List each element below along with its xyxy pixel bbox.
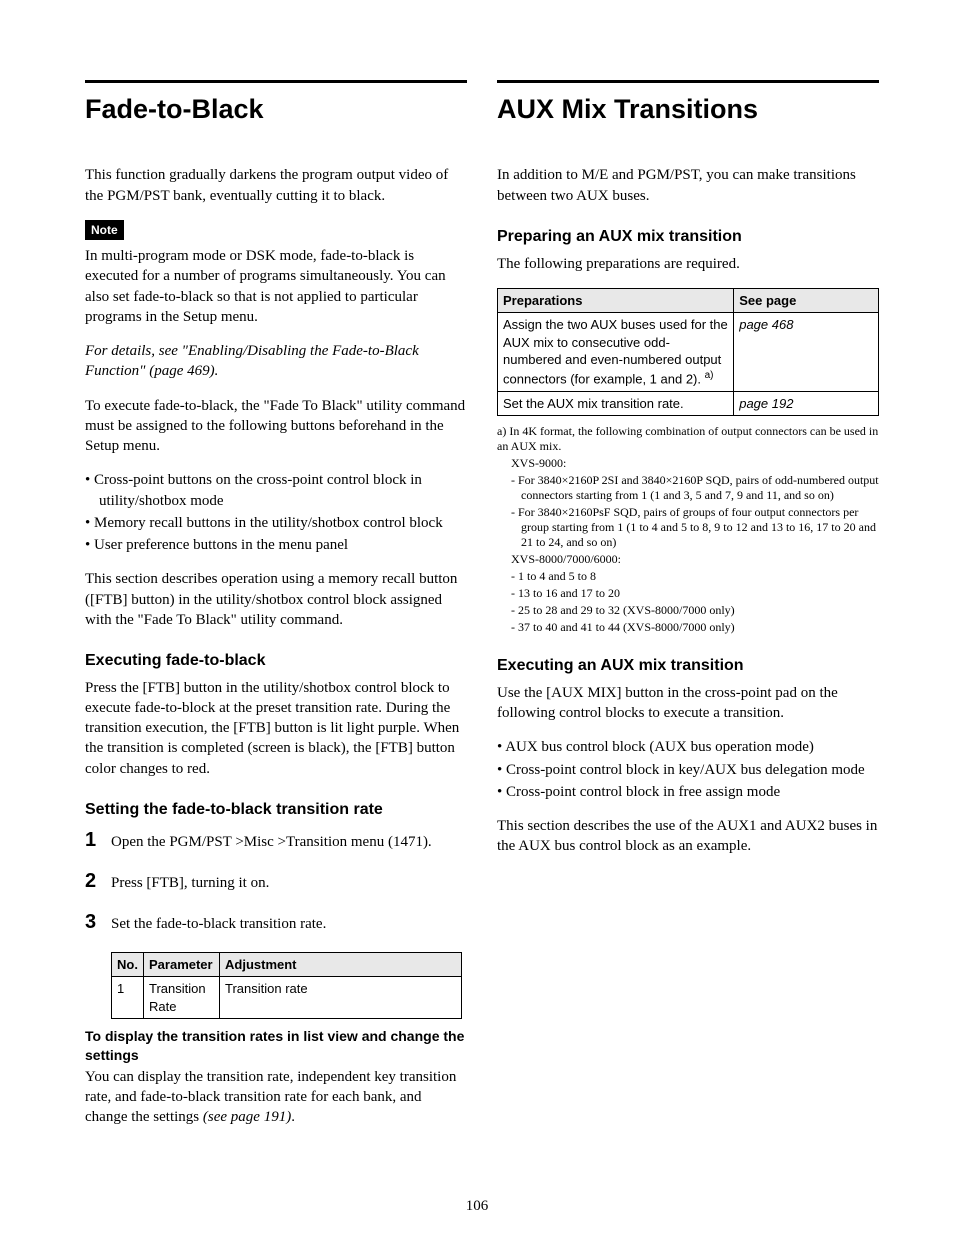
footnote-item: 1 to 4 and 5 to 8 — [497, 569, 879, 584]
step-text: Press [FTB], turning it on. — [111, 873, 467, 893]
pre-list-paragraph: To execute fade-to-black, the "Fade To B… — [85, 396, 467, 457]
subheading-executing-ftb: Executing fade-to-black — [85, 650, 467, 672]
section-rule — [85, 80, 467, 83]
heading-fade-to-black: Fade-to-Black — [85, 91, 467, 127]
list-item: AUX bus control block (AUX bus operation… — [497, 737, 879, 757]
table-row: Assign the two AUX buses used for the AU… — [498, 313, 879, 392]
footnote-group-label: XVS-9000: — [497, 456, 879, 471]
step-text: Set the fade-to-black transition rate. — [111, 914, 467, 934]
footnote-marker: a) — [705, 370, 714, 381]
table-cell: Transition rate — [220, 977, 462, 1019]
table-cell: 1 — [112, 977, 144, 1019]
assignment-list: Cross-point buttons on the cross-point c… — [85, 470, 467, 555]
footnote-item: For 3840×2160P 2SI and 3840×2160P SQD, p… — [497, 473, 879, 503]
executing-body: Press the [FTB] button in the utility/sh… — [85, 678, 467, 779]
page-reference: page 192 — [734, 391, 879, 416]
step-number: 1 — [85, 827, 111, 854]
prep-intro: The following preparations are required. — [497, 254, 879, 274]
page-number: 106 — [0, 1196, 954, 1216]
footnote-item: 13 to 16 and 17 to 20 — [497, 586, 879, 601]
parameter-table: No. Parameter Adjustment 1 Transition Ra… — [111, 952, 462, 1020]
table-header: Adjustment — [220, 952, 462, 977]
step-3: 3 Set the fade-to-black transition rate. — [85, 909, 467, 936]
intro-paragraph: This function gradually darkens the prog… — [85, 165, 467, 206]
footnote-item: 25 to 28 and 29 to 32 (XVS-8000/7000 onl… — [497, 603, 879, 618]
exec-intro: Use the [AUX MIX] button in the cross-po… — [497, 683, 879, 724]
table-cell: Transition Rate — [144, 977, 220, 1019]
tail-text-end: . — [291, 1109, 295, 1125]
subheading-preparing-aux: Preparing an AUX mix transition — [497, 226, 879, 248]
cross-reference: For details, see "Enabling/Disabling the… — [85, 341, 467, 382]
footnote-lead: a) In 4K format, the following combinati… — [497, 424, 879, 454]
steps-list: 1 Open the PGM/PST >Misc >Transition men… — [85, 827, 467, 936]
list-item: Cross-point control block in free assign… — [497, 782, 879, 802]
step-number: 2 — [85, 868, 111, 895]
table-row: 1 Transition Rate Transition rate — [112, 977, 462, 1019]
footnote-item: 37 to 40 and 41 to 44 (XVS-8000/7000 onl… — [497, 620, 879, 635]
left-column: Fade-to-Black This function gradually da… — [85, 80, 467, 1142]
bold-subheading: To display the transition rates in list … — [85, 1027, 467, 1065]
table-row: Set the AUX mix transition rate. page 19… — [498, 391, 879, 416]
table-header: Parameter — [144, 952, 220, 977]
step-text: Open the PGM/PST >Misc >Transition menu … — [111, 832, 467, 852]
table-header: See page — [734, 288, 879, 313]
step-1: 1 Open the PGM/PST >Misc >Transition men… — [85, 827, 467, 854]
list-item: User preference buttons in the menu pane… — [85, 535, 467, 555]
intro-paragraph: In addition to M/E and PGM/PST, you can … — [497, 165, 879, 206]
right-column: AUX Mix Transitions In addition to M/E a… — [497, 80, 879, 1142]
list-item: Cross-point control block in key/AUX bus… — [497, 760, 879, 780]
footnote-item: For 3840×2160PsF SQD, pairs of groups of… — [497, 505, 879, 550]
exec-list: AUX bus control block (AUX bus operation… — [497, 737, 879, 802]
table-cell: Set the AUX mix transition rate. — [498, 391, 734, 416]
heading-aux-mix: AUX Mix Transitions — [497, 91, 879, 127]
list-item: Cross-point buttons on the cross-point c… — [85, 470, 467, 511]
list-item: Memory recall buttons in the utility/sho… — [85, 513, 467, 533]
page-reference: (see page 191) — [203, 1109, 291, 1125]
exec-tail: This section describes the use of the AU… — [497, 816, 879, 857]
page-reference: page 468 — [734, 313, 879, 392]
step-2: 2 Press [FTB], turning it on. — [85, 868, 467, 895]
footnote-group-label: XVS-8000/7000/6000: — [497, 552, 879, 567]
preparations-table: Preparations See page Assign the two AUX… — [497, 288, 879, 417]
subheading-executing-aux: Executing an AUX mix transition — [497, 655, 879, 677]
subheading-setting-rate: Setting the fade-to-black transition rat… — [85, 799, 467, 821]
section-rule — [497, 80, 879, 83]
table-cell: Assign the two AUX buses used for the AU… — [498, 313, 734, 392]
post-list-paragraph: This section describes operation using a… — [85, 569, 467, 630]
table-header: Preparations — [498, 288, 734, 313]
footnote-block: a) In 4K format, the following combinati… — [497, 424, 879, 635]
table-header: No. — [112, 952, 144, 977]
step-number: 3 — [85, 909, 111, 936]
note-body: In multi-program mode or DSK mode, fade-… — [85, 246, 467, 327]
note-badge: Note — [85, 220, 124, 240]
prep-text: Assign the two AUX buses used for the AU… — [503, 317, 728, 386]
tail-paragraph: You can display the transition rate, ind… — [85, 1067, 467, 1128]
